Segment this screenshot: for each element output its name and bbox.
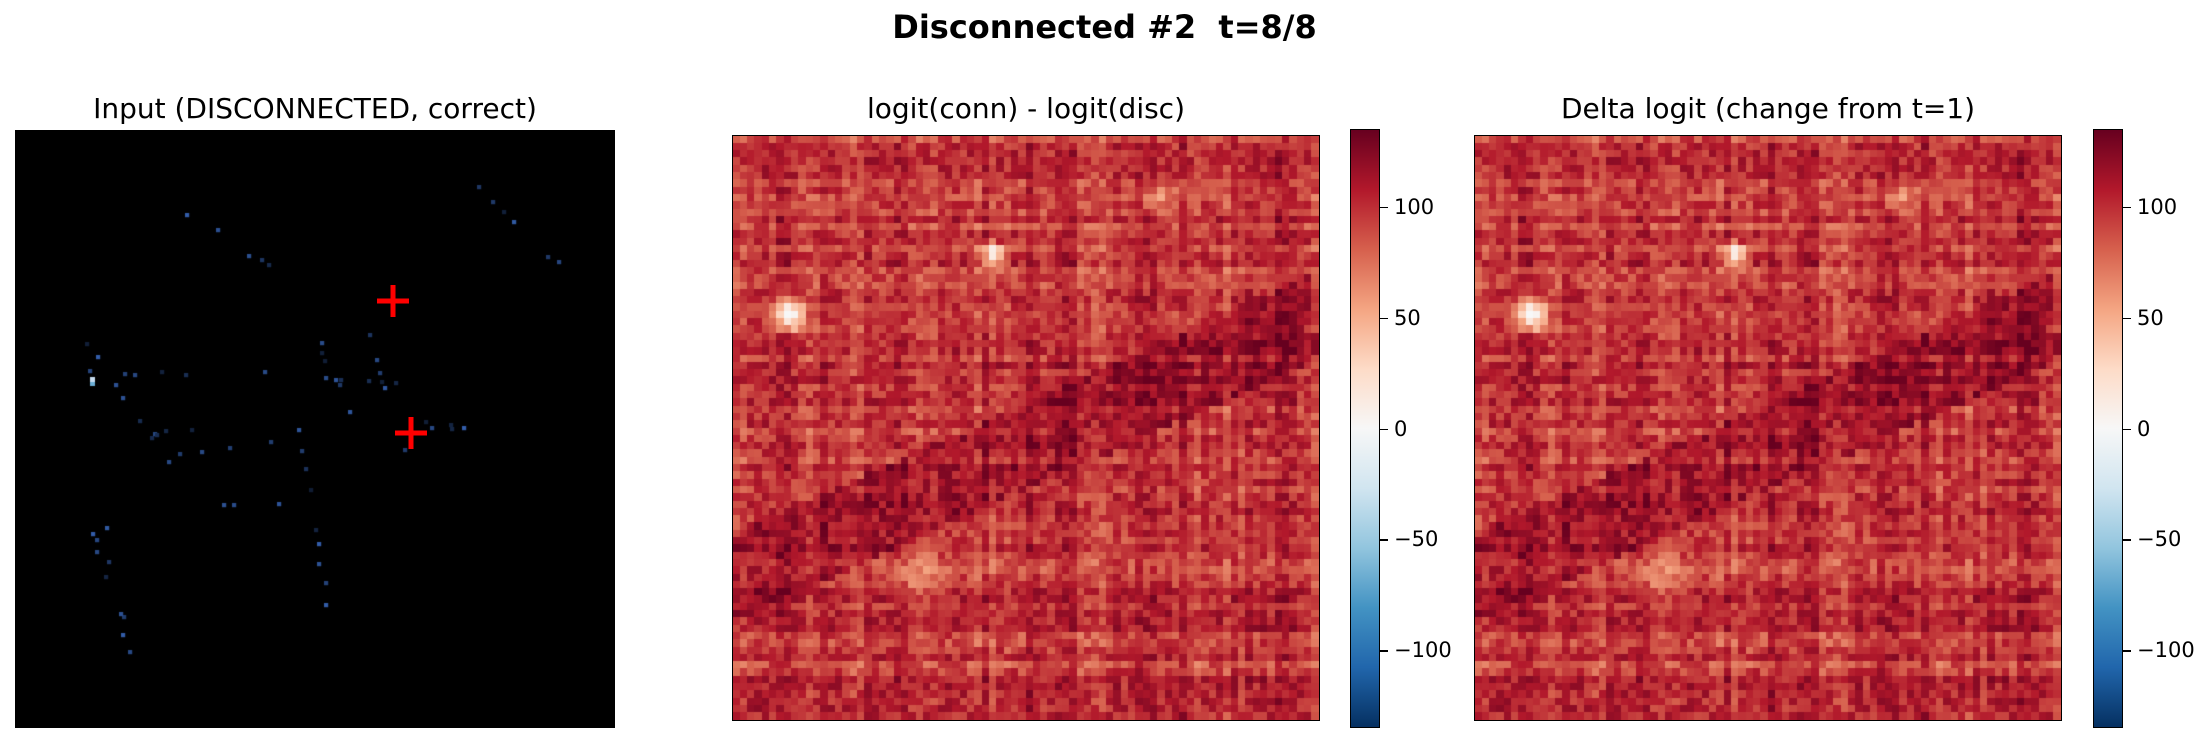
colorbar-tick-label: −100 <box>2137 638 2195 663</box>
colorbar-tick <box>2123 428 2131 430</box>
figure-suptitle: Disconnected #2 t=8/8 <box>892 8 1317 46</box>
colorbar-tick-label: −50 <box>1394 527 1439 552</box>
logit-colorbar <box>1350 129 1380 728</box>
colorbar-tick-label: −50 <box>2137 527 2182 552</box>
input-heatmap-canvas <box>16 131 614 727</box>
colorbar-tick-label: 0 <box>2137 416 2151 441</box>
colorbar-tick-label: 100 <box>2137 194 2178 219</box>
delta-heatmap <box>1474 135 2062 721</box>
colorbar-tick <box>2123 539 2131 541</box>
input-panel-title: Input (DISCONNECTED, correct) <box>93 92 537 125</box>
logit-heatmap-canvas <box>733 136 1319 720</box>
colorbar-tick <box>2123 317 2131 320</box>
colorbar-tick-label: 50 <box>1394 305 1421 330</box>
colorbar-tick <box>1380 428 1388 430</box>
colorbar-tick-label: −100 <box>1394 638 1452 663</box>
colorbar-tick <box>2123 650 2131 652</box>
colorbar-tick <box>1380 650 1388 652</box>
colorbar-tick <box>2123 206 2131 209</box>
colorbar-tick-label: 100 <box>1394 194 1435 219</box>
colorbar-tick-label: 0 <box>1394 416 1408 441</box>
input-heatmap <box>15 130 615 728</box>
input-markers-layer <box>377 285 427 449</box>
colorbar-tick <box>1380 539 1388 541</box>
colorbar-tick-label: 50 <box>2137 305 2164 330</box>
delta-colorbar <box>2093 129 2123 728</box>
delta-heatmap-canvas <box>1475 136 2061 720</box>
colorbar-tick <box>1380 206 1388 209</box>
delta-panel-title: Delta logit (change from t=1) <box>1560 92 1976 125</box>
logit-heatmap <box>732 135 1320 721</box>
logit-panel-title: logit(conn) - logit(disc) <box>866 92 1186 125</box>
colorbar-tick <box>1380 317 1388 320</box>
